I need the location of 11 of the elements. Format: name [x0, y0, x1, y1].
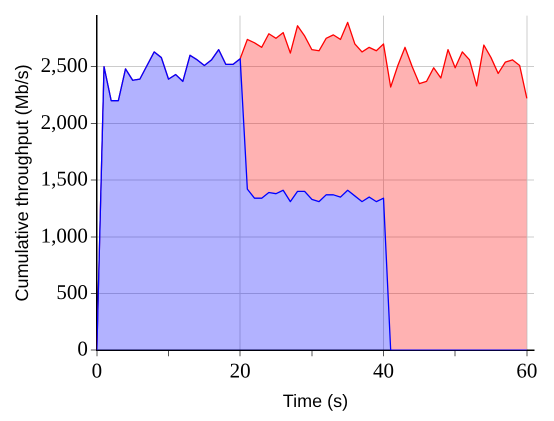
- y-tick-label: 1,000: [40, 223, 88, 248]
- y-tick-label: 1,500: [40, 166, 88, 191]
- y-tick-label: 500: [56, 280, 88, 304]
- y-tick-label: 0: [77, 336, 88, 361]
- x-tick-label: 60: [516, 358, 538, 382]
- y-tick-label: 2,000: [40, 110, 88, 134]
- y-axis-title: Cumulative throughput (Mb/s): [12, 64, 32, 302]
- x-axis-title: Time (s): [282, 391, 348, 412]
- x-tick-label: 20: [230, 358, 251, 382]
- x-tick-label: 40: [373, 358, 394, 382]
- y-tick-label: 2,500: [40, 53, 88, 78]
